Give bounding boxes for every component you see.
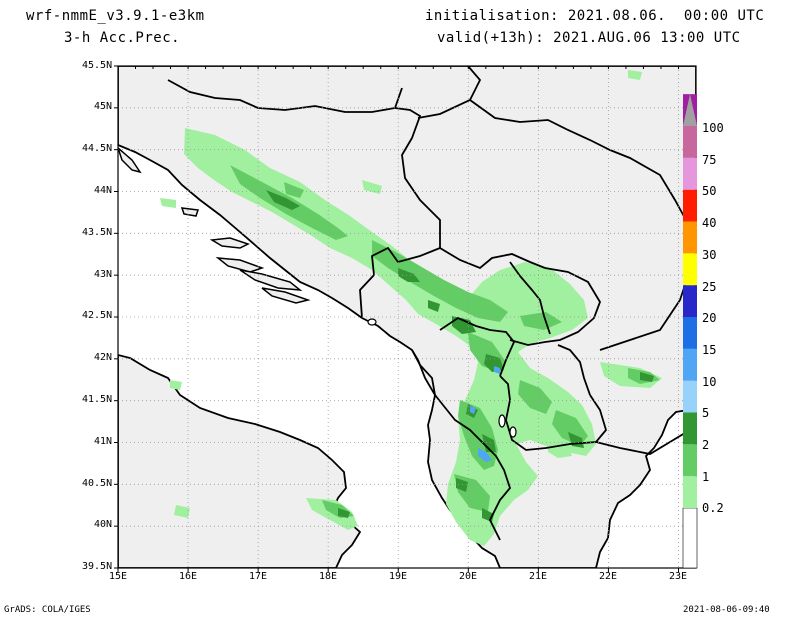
lat-label: 45.5N [82,60,113,71]
precipitation-colorbar [682,94,698,569]
colorbar-cell [683,412,697,445]
colorbar-cell [683,189,697,222]
field-title: 3-h Acc.Prec. [64,30,181,46]
legend-label: 25 [702,280,717,294]
precip-5-15mm [470,366,500,462]
lon-label: 20E [458,571,478,582]
colorbar-cell [683,126,697,158]
lon-label: 22E [598,571,618,582]
colorbar-cell [683,253,697,286]
colorbar-arrow [683,94,697,126]
legend-label: 10 [702,375,717,389]
lon-label: 17E [248,571,268,582]
lat-label: 41N [93,436,112,447]
grads-credit: GrADS: COLA/IGES [4,605,91,615]
lat-label: 40N [93,519,112,530]
axis-ticks [114,65,697,572]
lon-label: 19E [388,571,408,582]
lat-label: 42.5N [82,310,113,321]
colorbar-cell [683,221,697,254]
lat-label: 44N [93,185,112,196]
model-title: wrf-nmmE_v3.9.1-e3km [26,8,205,24]
lon-label: 15E [108,571,128,582]
lat-lon-grid [118,66,696,568]
legend-label: 75 [702,153,717,167]
colorbar-cell [683,157,697,190]
legend-label: 100 [702,121,724,135]
initialisation-time: initialisation: 2021.08.06. 00:00 UTC [425,8,765,24]
legend-label: 0.2 [702,501,724,515]
legend-label: 5 [702,406,710,420]
legend-label: 20 [702,311,717,325]
lat-label: 43.5N [82,227,113,238]
legend-label: 40 [702,216,717,230]
lat-label: 44.5N [82,143,113,154]
colorbar-cell [683,348,697,381]
lat-label: 40.5N [82,478,113,489]
lat-label: 45N [93,101,112,112]
colorbar-cell [683,317,697,349]
colorbar-cell [683,285,697,317]
lakes [367,318,517,438]
lon-label: 23E [668,571,688,582]
lat-label: 41.5N [82,394,113,405]
legend-label: 2 [702,438,710,452]
colorbar-cell [683,476,697,508]
lat-label: 43N [93,269,112,280]
lon-label: 16E [178,571,198,582]
render-timestamp: 2021-08-06-09:40 [683,605,770,615]
legend-label: 15 [702,343,717,357]
lon-label: 21E [528,571,548,582]
colorbar-cell [683,444,697,477]
country-borders [167,66,696,541]
valid-time: valid(+13h): 2021.AUG.06 13:00 UTC [437,30,741,46]
lat-label: 39.5N [82,561,113,572]
legend-label: 1 [702,470,710,484]
lon-label: 18E [318,571,338,582]
legend-label: 30 [702,248,717,262]
colorbar-cell [682,507,698,569]
lat-label: 42N [93,352,112,363]
colorbar-cell [683,380,697,413]
legend-label: 50 [702,184,717,198]
